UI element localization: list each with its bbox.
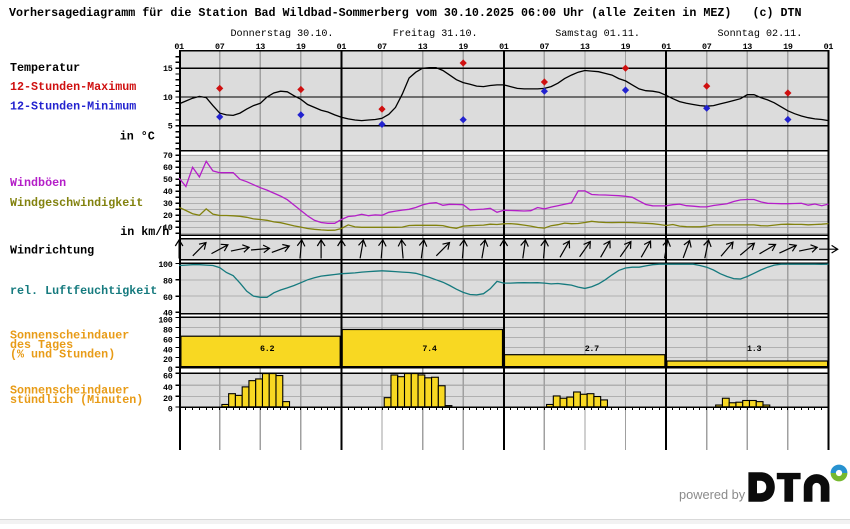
svg-text:in °C: in °C: [120, 130, 155, 144]
svg-text:2.7: 2.7: [585, 344, 599, 354]
svg-text:40: 40: [163, 383, 173, 393]
svg-text:6.2: 6.2: [260, 344, 274, 354]
svg-text:07: 07: [377, 42, 387, 52]
svg-text:in km/h: in km/h: [120, 225, 169, 239]
svg-text:60: 60: [163, 163, 173, 173]
svg-text:15: 15: [163, 64, 173, 74]
svg-text:12-Stunden-Minimum: 12-Stunden-Minimum: [10, 100, 136, 114]
svg-text:20: 20: [163, 355, 173, 365]
svg-text:19: 19: [458, 42, 468, 52]
svg-text:13: 13: [418, 42, 428, 52]
svg-text:Samstag 01.11.: Samstag 01.11.: [555, 29, 640, 40]
svg-text:7.4: 7.4: [422, 344, 436, 354]
svg-text:50: 50: [163, 175, 173, 185]
svg-text:Windrichtung: Windrichtung: [10, 244, 94, 258]
svg-text:19: 19: [621, 42, 631, 52]
svg-text:13: 13: [256, 42, 266, 52]
svg-text:70: 70: [163, 151, 173, 161]
svg-text:des Tages: des Tages: [10, 338, 73, 352]
svg-text:Windböen: Windböen: [10, 176, 66, 190]
svg-text:5: 5: [168, 122, 173, 132]
svg-text:07: 07: [215, 42, 225, 52]
svg-text:Donnerstag 30.10.: Donnerstag 30.10.: [231, 29, 334, 40]
svg-text:13: 13: [580, 42, 590, 52]
svg-text:100: 100: [158, 260, 172, 270]
svg-text:stündlich (Minuten): stündlich (Minuten): [10, 393, 143, 407]
svg-text:60: 60: [163, 293, 173, 303]
svg-text:Sonnenscheindauer: Sonnenscheindauer: [10, 328, 129, 342]
svg-text:20: 20: [163, 394, 173, 404]
svg-text:0: 0: [168, 365, 173, 375]
svg-text:40: 40: [163, 345, 173, 355]
svg-text:1.3: 1.3: [747, 344, 761, 354]
svg-text:Vorhersagediagramm für die Sta: Vorhersagediagramm für die Station Bad W…: [9, 6, 802, 20]
svg-text:(% und Stunden): (% und Stunden): [10, 348, 115, 362]
svg-text:30: 30: [163, 199, 173, 209]
svg-text:19: 19: [783, 42, 793, 52]
svg-text:80: 80: [163, 277, 173, 287]
svg-text:13: 13: [743, 42, 753, 52]
svg-text:rel. Luftfeuchtigkeit: rel. Luftfeuchtigkeit: [10, 284, 157, 298]
svg-text:100: 100: [158, 316, 172, 326]
svg-text:60: 60: [163, 371, 173, 381]
svg-text:60: 60: [163, 336, 173, 346]
svg-text:Sonnenscheindauer: Sonnenscheindauer: [10, 384, 129, 398]
svg-text:10: 10: [163, 223, 173, 233]
svg-text:Sonntag 02.11.: Sonntag 02.11.: [718, 29, 803, 40]
svg-text:01: 01: [824, 42, 834, 52]
svg-text:Temperatur: Temperatur: [10, 61, 80, 75]
svg-text:01: 01: [661, 42, 671, 52]
svg-text:01: 01: [499, 42, 509, 52]
svg-text:Freitag 31.10.: Freitag 31.10.: [393, 28, 478, 40]
svg-text:12-Stunden-Maximum: 12-Stunden-Maximum: [10, 80, 136, 94]
svg-text:20: 20: [163, 211, 173, 221]
svg-text:19: 19: [296, 42, 306, 52]
svg-text:Windgeschwindigkeit: Windgeschwindigkeit: [10, 196, 143, 210]
svg-text:07: 07: [540, 42, 550, 52]
svg-text:powered by: powered by: [679, 487, 746, 502]
svg-text:80: 80: [163, 326, 173, 336]
svg-text:40: 40: [163, 187, 173, 197]
svg-text:01: 01: [337, 42, 347, 52]
svg-text:07: 07: [702, 42, 712, 52]
svg-text:10: 10: [163, 93, 173, 103]
svg-text:0: 0: [168, 405, 173, 415]
svg-text:01: 01: [174, 42, 184, 52]
svg-text:40: 40: [163, 308, 173, 318]
